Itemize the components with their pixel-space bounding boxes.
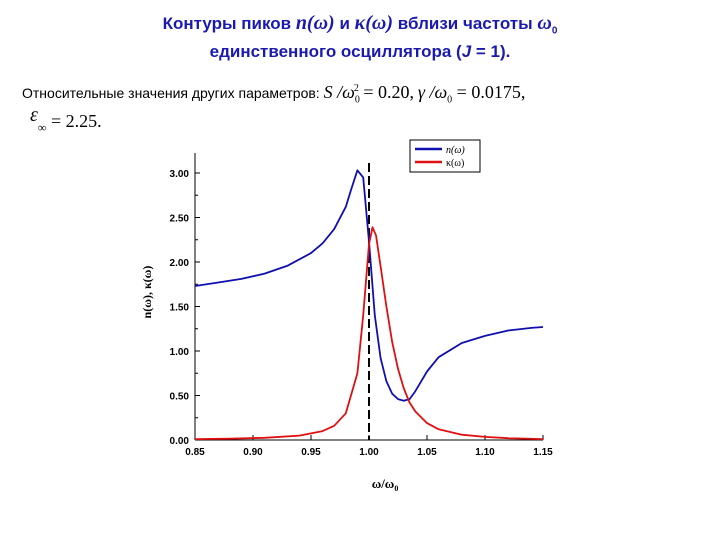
x-tick-label: 0.90 — [243, 447, 263, 458]
x-tick-label: 0.95 — [301, 447, 321, 458]
title2-prefix: единственного осциллятора ( — [209, 42, 462, 61]
legend-box — [409, 139, 481, 173]
y-tick-label: 0.50 — [170, 392, 190, 403]
x-tick-label: 1.15 — [533, 447, 553, 458]
legend-label-n: n(ω) — [446, 145, 465, 156]
title2-suffix: = 1). — [471, 42, 511, 61]
chart-legend: n(ω) κ(ω) — [409, 139, 481, 173]
params-label: Относительные значения других параметров… — [22, 85, 320, 101]
title-kappa-symbol: κ(ω) — [354, 12, 394, 34]
param-gamma-sub: 0 — [447, 94, 453, 106]
x-axis-label-sub: 0 — [394, 484, 398, 493]
param-eps-symbol: ε — [30, 104, 38, 126]
x-axis-label-main: ω/ω — [372, 476, 395, 491]
series-line-n — [194, 169, 544, 402]
y-tick-label: 1.50 — [170, 303, 190, 314]
title-line-1: Контуры пиков n(ω) и κ(ω) вблизи частоты… — [0, 12, 720, 36]
param-S-ratio: S /ω — [323, 82, 355, 102]
title-suffix: вблизи частоты — [397, 14, 533, 33]
x-tick-label: 1.10 — [475, 447, 495, 458]
chart-plot-area — [194, 163, 544, 440]
y-axis-label: n(ω), κ(ω) — [140, 266, 154, 319]
title-prefix: Контуры пиков — [162, 14, 292, 33]
x-tick-label: 0.85 — [185, 447, 205, 458]
param-gamma-ratio: γ /ω — [417, 82, 448, 102]
title-omega-sub: 0 — [551, 25, 558, 37]
param-eps-sub: ∞ — [37, 120, 47, 135]
x-tick-label: 1.00 — [359, 447, 379, 458]
title-J: J — [461, 42, 472, 61]
params-line-1: Относительные значения других параметров… — [22, 82, 525, 106]
title-and: и — [339, 14, 350, 33]
y-tick-label: 1.00 — [170, 347, 190, 358]
param-eps-value: = 2.25. — [46, 111, 102, 131]
legend-label-kappa: κ(ω) — [446, 158, 464, 169]
y-tick-label: 3.00 — [170, 169, 190, 180]
y-tick-label: 0.00 — [170, 436, 190, 447]
x-axis-label: ω/ω0 — [372, 476, 399, 493]
x-tick-label: 1.05 — [417, 447, 437, 458]
param-S-sub: 0 — [354, 94, 360, 106]
param-S-value: = 0.20, — [358, 82, 414, 102]
param-S-sup: 2 — [353, 83, 359, 94]
param-gamma-value: = 0.0175, — [452, 82, 526, 102]
title-line-2: единственного осциллятора (J = 1). — [0, 42, 720, 62]
chart-axes: 0.00 0.50 1.00 1.50 2.00 2.50 3.00 0.85 0.90 0.95… — [170, 153, 553, 458]
y-tick-label: 2.00 — [170, 258, 190, 269]
title-n-symbol: n(ω) — [295, 12, 335, 34]
series-line-kappa — [194, 226, 544, 440]
y-tick-label: 2.50 — [170, 214, 190, 225]
title-omega: ω — [537, 12, 552, 34]
params-line-2: ε∞ = 2.25. — [30, 104, 102, 136]
